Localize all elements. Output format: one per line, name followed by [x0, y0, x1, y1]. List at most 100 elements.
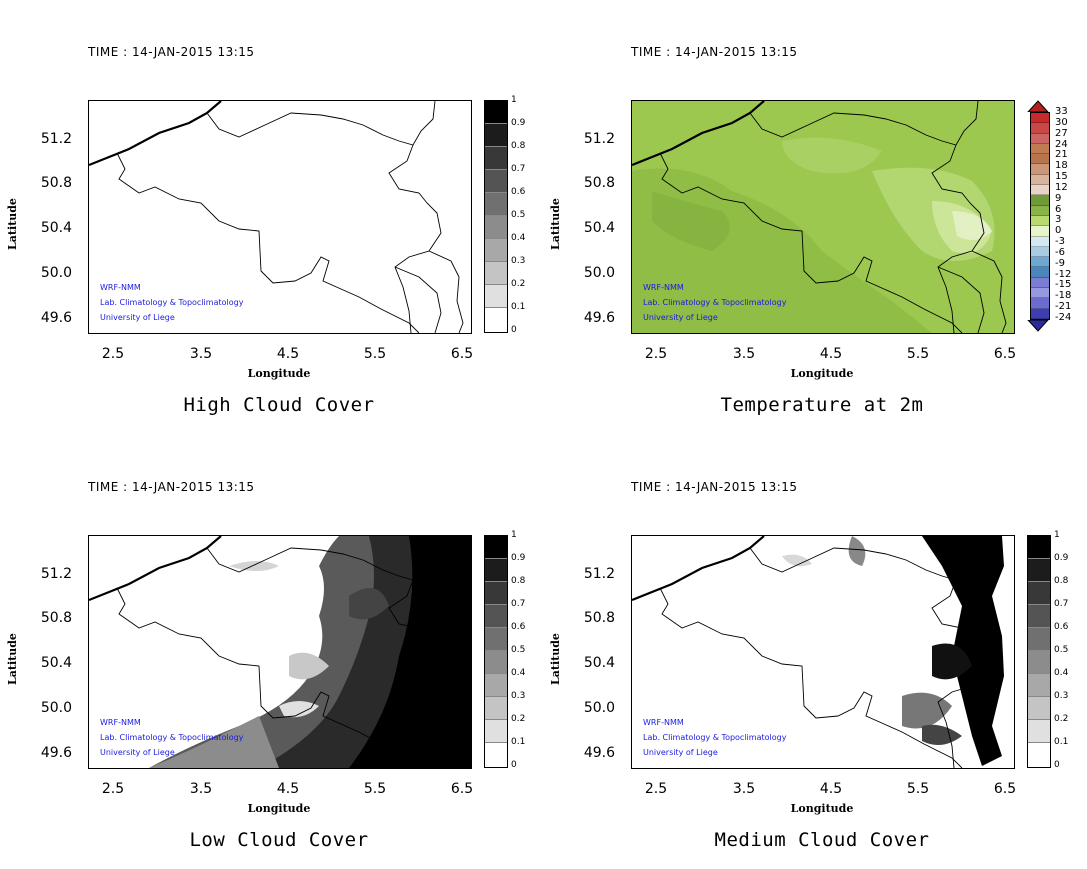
- y-tick: 50.0: [40, 265, 72, 281]
- colorbar-label: 1: [511, 95, 517, 105]
- credit-model: WRF-NMM: [100, 718, 141, 727]
- x-axis-label: Longitude: [790, 802, 854, 815]
- temperature-colorbar-cell: [1031, 185, 1049, 196]
- colorbar-label: 0.4: [511, 668, 526, 678]
- credit-university: University of Liege: [643, 748, 718, 757]
- temperature-colorbar-cell: [1031, 288, 1049, 299]
- temperature-colorbar-cell: [1031, 308, 1049, 319]
- time-label: TIME : 14-JAN-2015 13:15: [88, 45, 255, 59]
- temperature-scale-label: 24: [1055, 138, 1068, 150]
- x-tick: 5.5: [363, 346, 387, 362]
- temperature-colorbar-cell: [1031, 277, 1049, 289]
- x-tick: 3.5: [732, 346, 756, 362]
- temperature-colorbar-cell: [1031, 267, 1049, 278]
- y-tick: 50.8: [583, 610, 615, 626]
- x-tick: 3.5: [732, 781, 756, 797]
- y-tick: 49.6: [583, 745, 615, 761]
- x-tick: 2.5: [101, 781, 125, 797]
- temperature-colorbar-cell: [1031, 174, 1049, 186]
- x-tick: 2.5: [644, 346, 668, 362]
- credit-model: WRF-NMM: [643, 283, 684, 292]
- y-tick: 51.2: [583, 566, 615, 582]
- x-axis-label: Longitude: [247, 367, 311, 380]
- panel-title: Temperature at 2m: [720, 394, 924, 416]
- y-tick: 50.0: [583, 265, 615, 281]
- temperature-scale-label: -21: [1055, 301, 1072, 313]
- colorbar-label: 0.5: [1054, 645, 1069, 655]
- time-label: TIME : 14-JAN-2015 13:15: [631, 45, 798, 59]
- colorbar-label: 0.8: [511, 576, 526, 586]
- medium-cloud-map: [632, 536, 1004, 768]
- credits: WRF-NMM Lab. Climatology & Topoclimatolo…: [643, 280, 786, 325]
- x-tick: 3.5: [189, 346, 213, 362]
- colorbar-label: 0.1: [511, 302, 526, 312]
- temperature-scale-label: 33: [1055, 106, 1068, 117]
- panel-title: Medium Cloud Cover: [714, 829, 930, 851]
- panel-title: Low Cloud Cover: [189, 829, 369, 851]
- colorbar-label: 0.6: [511, 187, 526, 197]
- y-axis-label: Latitude: [6, 633, 19, 685]
- map-frame: [88, 100, 472, 334]
- colorbar-arrow-up: [1027, 100, 1049, 112]
- temperature-scale-label: 12: [1055, 181, 1068, 193]
- panel-low-cloud: TIME : 14-JAN-2015 13:15 Latitude 51.2 5…: [0, 435, 540, 865]
- y-tick: 50.0: [40, 700, 72, 716]
- temperature-colorbar-cell: [1031, 226, 1049, 237]
- colorbar-label: 0.7: [511, 164, 526, 174]
- y-tick: 50.4: [40, 655, 72, 671]
- credit-university: University of Liege: [100, 748, 175, 757]
- colorbar-label: 0.2: [511, 714, 526, 724]
- colorbar-label: 0.3: [511, 691, 526, 701]
- temperature-scale-label: -12: [1055, 268, 1072, 280]
- colorbar-label: 0.3: [1054, 691, 1069, 701]
- temperature-colorbar-cell: [1031, 113, 1049, 124]
- temperature-colorbar-cell: [1031, 154, 1049, 165]
- temperature-scale-label: 9: [1055, 192, 1062, 204]
- temperature-scale-label: 30: [1055, 116, 1068, 128]
- credit-model: WRF-NMM: [643, 718, 684, 727]
- temperature-scale-label: -15: [1055, 279, 1072, 291]
- x-axis-label: Longitude: [790, 367, 854, 380]
- credit-university: University of Liege: [643, 313, 718, 322]
- credit-lab: Lab. Climatology & Topoclimatology: [643, 298, 787, 307]
- temperature-colorbar-cell: [1031, 298, 1049, 309]
- y-tick: 49.6: [40, 745, 72, 761]
- colorbar-arrow-down: [1027, 320, 1049, 332]
- temperature-scale-label: -9: [1055, 257, 1065, 269]
- panel-high-cloud: TIME : 14-JAN-2015 13:15 Latitude 51.2 5…: [0, 0, 540, 430]
- colorbar-label: 0.2: [511, 279, 526, 289]
- credits: WRF-NMM Lab. Climatology & Topoclimatolo…: [100, 715, 243, 760]
- y-tick: 50.4: [583, 220, 615, 236]
- y-tick: 50.4: [40, 220, 72, 236]
- colorbar-label: 0.5: [511, 645, 526, 655]
- temperature-colorbar-cell: [1031, 215, 1049, 227]
- x-tick: 5.5: [363, 781, 387, 797]
- temperature-colorbar-cell: [1031, 133, 1049, 144]
- temperature-colorbar-cell: [1031, 236, 1049, 247]
- y-tick: 51.2: [40, 131, 72, 147]
- colorbar-label: 0.7: [1054, 599, 1069, 609]
- x-tick: 5.5: [906, 346, 930, 362]
- temperature-scale-label: -3: [1055, 236, 1065, 248]
- colorbar-label: 0.1: [1054, 737, 1069, 747]
- colorbar-label: 1: [1054, 530, 1060, 540]
- credit-lab: Lab. Climatology & Topoclimatology: [100, 298, 244, 307]
- colorbar-label: 0.2: [1054, 714, 1069, 724]
- credits: WRF-NMM Lab. Climatology & Topoclimatolo…: [100, 280, 243, 325]
- credit-university: University of Liege: [100, 313, 175, 322]
- y-tick: 50.8: [583, 175, 615, 191]
- colorbar-label: 0.4: [511, 233, 526, 243]
- colorbar-label: 0: [511, 325, 517, 335]
- cloud-colorbar: [484, 100, 508, 333]
- x-tick: 4.5: [819, 781, 843, 797]
- x-tick: 6.5: [993, 781, 1017, 797]
- low-cloud-map: [89, 536, 471, 768]
- y-tick: 50.4: [583, 655, 615, 671]
- temperature-colorbar: [1030, 112, 1050, 320]
- colorbar-label: 1: [511, 530, 517, 540]
- cloud-colorbar: [1027, 535, 1051, 768]
- colorbar-label: 0.6: [1054, 622, 1069, 632]
- temperature-scale-label: 18: [1055, 160, 1068, 172]
- cloud-colorbar: [484, 535, 508, 768]
- credits: WRF-NMM Lab. Climatology & Topoclimatolo…: [643, 715, 786, 760]
